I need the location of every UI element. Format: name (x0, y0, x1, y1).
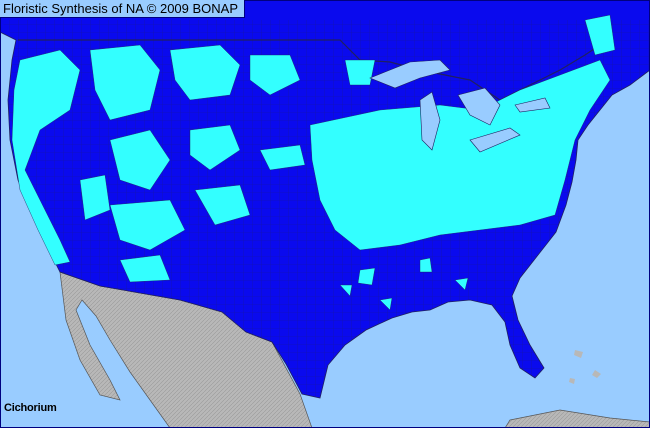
present-counties (11, 14, 616, 311)
caribbean-region (504, 409, 650, 428)
map-title: Floristic Synthesis of NA © 2009 BONAP (0, 0, 246, 18)
canada-border (18, 39, 601, 101)
great-lakes (369, 59, 551, 153)
bahamas (569, 350, 601, 384)
taxon-label: Cichorium (4, 402, 57, 414)
